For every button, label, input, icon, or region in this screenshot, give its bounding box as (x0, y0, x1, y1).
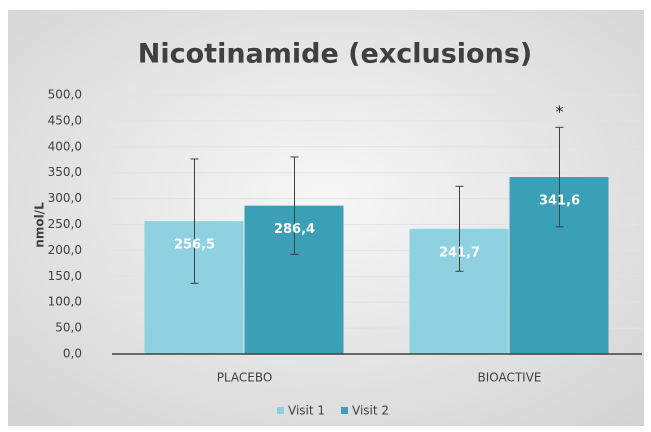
y-tick-label: 450,0 (48, 113, 82, 127)
chart-title: Nicotinamide (exclusions) (138, 39, 533, 70)
legend-label: Visit 1 (288, 404, 325, 418)
y-tick-label: 250,0 (48, 217, 82, 231)
x-tick-label: BIOACTIVE (477, 371, 541, 385)
legend-label: Visit 2 (352, 404, 389, 418)
legend-swatch (277, 407, 284, 414)
data-label: 241,7 (439, 245, 480, 260)
annotation: * (556, 102, 564, 121)
y-tick-label: 400,0 (48, 139, 82, 153)
data-label: 341,6 (539, 194, 580, 209)
legend-swatch (341, 407, 348, 414)
y-tick-label: 150,0 (48, 269, 82, 283)
y-tick-label: 100,0 (48, 295, 82, 309)
y-tick-label: 350,0 (48, 165, 82, 179)
data-label: 286,4 (274, 222, 315, 237)
y-tick-label: 200,0 (48, 243, 82, 257)
y-tick-label: 500,0 (48, 88, 82, 102)
y-axis-label: nmol/L (33, 202, 47, 248)
y-tick-label: 300,0 (48, 191, 82, 205)
y-tick-label: 50,0 (55, 321, 82, 335)
y-tick-label: 0,0 (63, 347, 82, 361)
data-label: 256,5 (174, 238, 215, 253)
x-tick-label: PLACEBO (217, 371, 273, 385)
